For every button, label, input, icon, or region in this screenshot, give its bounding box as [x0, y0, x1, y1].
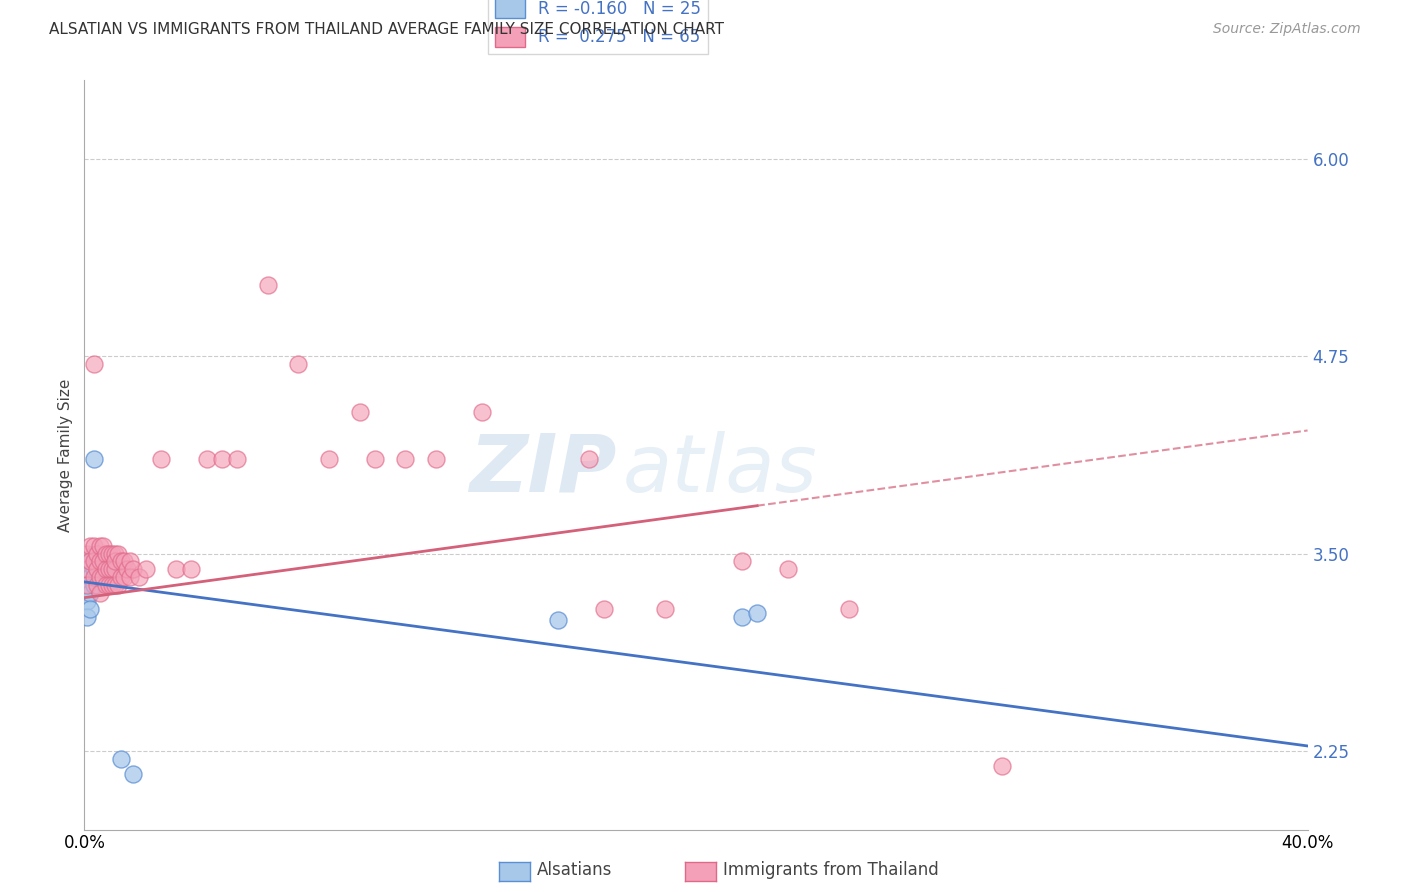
Point	[91, 554, 114, 568]
Point	[349, 404, 371, 418]
Point	[122, 562, 145, 576]
Text: atlas: atlas	[623, 431, 817, 509]
Point	[83, 539, 105, 553]
Text: Immigrants from Thailand: Immigrants from Thailand	[723, 861, 938, 879]
Point	[101, 562, 124, 576]
Point	[83, 554, 105, 568]
Point	[425, 451, 447, 466]
Point	[120, 554, 142, 568]
Point	[83, 547, 105, 561]
Point	[89, 554, 111, 568]
Point	[257, 278, 280, 293]
Point	[89, 539, 111, 553]
Point	[89, 570, 111, 584]
Point	[471, 404, 494, 418]
Point	[110, 554, 132, 568]
Point	[97, 562, 120, 576]
Point	[91, 554, 114, 568]
Point	[76, 547, 98, 561]
Point	[226, 451, 249, 466]
Point	[104, 562, 127, 576]
Point	[731, 609, 754, 624]
Point	[79, 554, 101, 568]
Point	[135, 562, 157, 576]
Point	[91, 570, 114, 584]
Point	[654, 601, 676, 615]
Point	[195, 451, 218, 466]
Point	[94, 547, 117, 561]
Point	[547, 613, 569, 627]
Point	[89, 586, 111, 600]
Point	[115, 562, 138, 576]
Point	[79, 570, 101, 584]
Point	[83, 562, 105, 576]
Point	[76, 609, 98, 624]
Point	[79, 554, 101, 568]
Point	[86, 570, 108, 584]
Point	[747, 607, 769, 621]
Legend: R = -0.160   N = 25, R =  0.275   N = 65: R = -0.160 N = 25, R = 0.275 N = 65	[488, 0, 709, 54]
Point	[104, 547, 127, 561]
Point	[364, 451, 387, 466]
Point	[107, 547, 129, 561]
Point	[94, 562, 117, 576]
Point	[94, 554, 117, 568]
Point	[89, 570, 111, 584]
Point	[79, 586, 101, 600]
Text: ZIP: ZIP	[470, 431, 616, 509]
Point	[89, 554, 111, 568]
Point	[83, 451, 105, 466]
Point	[83, 578, 105, 592]
Point	[165, 562, 187, 576]
Text: Source: ZipAtlas.com: Source: ZipAtlas.com	[1213, 22, 1361, 37]
Point	[76, 562, 98, 576]
Point	[86, 554, 108, 568]
Point	[394, 451, 416, 466]
Point	[83, 357, 105, 371]
Point	[112, 570, 135, 584]
Point	[731, 554, 754, 568]
Point	[838, 601, 860, 615]
Point	[107, 578, 129, 592]
Point	[104, 554, 127, 568]
Text: ALSATIAN VS IMMIGRANTS FROM THAILAND AVERAGE FAMILY SIZE CORRELATION CHART: ALSATIAN VS IMMIGRANTS FROM THAILAND AVE…	[49, 22, 724, 37]
Point	[112, 554, 135, 568]
Point	[578, 451, 600, 466]
Point	[776, 562, 799, 576]
Point	[86, 578, 108, 592]
Point	[86, 547, 108, 561]
Point	[128, 570, 150, 584]
Point	[991, 759, 1014, 773]
Point	[101, 562, 124, 576]
Point	[211, 451, 233, 466]
Point	[79, 601, 101, 615]
Point	[91, 539, 114, 553]
Point	[104, 578, 127, 592]
Point	[76, 594, 98, 608]
Point	[76, 578, 98, 592]
Point	[94, 578, 117, 592]
Point	[110, 751, 132, 765]
Point	[110, 570, 132, 584]
Point	[101, 578, 124, 592]
Point	[86, 562, 108, 576]
Point	[180, 562, 202, 576]
Point	[593, 601, 616, 615]
Point	[101, 547, 124, 561]
Point	[122, 767, 145, 781]
Point	[97, 578, 120, 592]
Point	[120, 570, 142, 584]
Point	[149, 451, 172, 466]
Point	[76, 578, 98, 592]
Point	[97, 562, 120, 576]
Point	[83, 570, 105, 584]
Point	[79, 539, 101, 553]
Y-axis label: Average Family Size: Average Family Size	[58, 378, 73, 532]
Point	[287, 357, 309, 371]
Text: Alsatians: Alsatians	[537, 861, 613, 879]
Point	[91, 570, 114, 584]
Point	[318, 451, 340, 466]
Point	[97, 547, 120, 561]
